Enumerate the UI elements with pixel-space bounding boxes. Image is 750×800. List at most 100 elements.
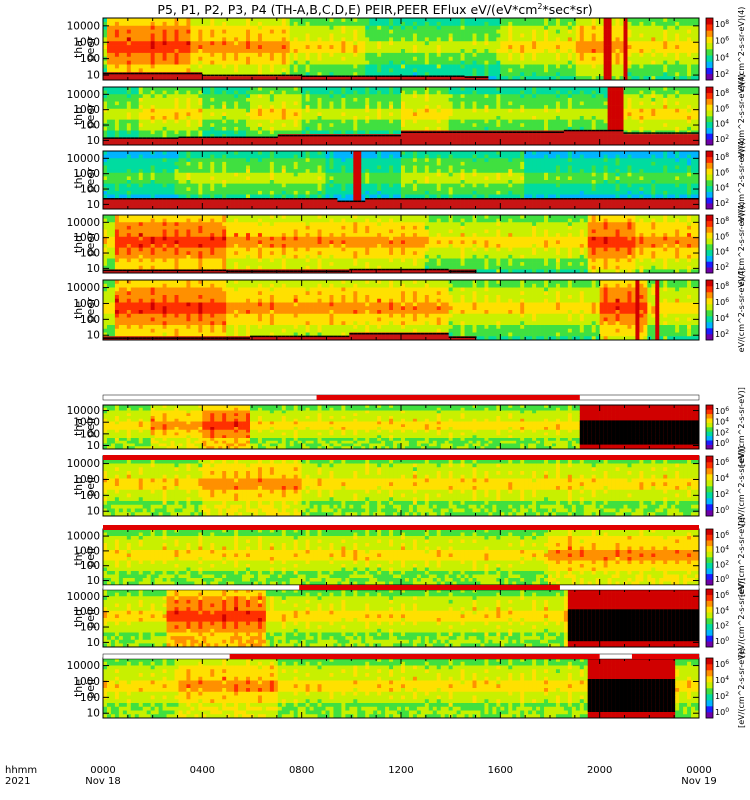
spectrogram-image	[103, 529, 699, 585]
y-tick-label: 1000	[73, 298, 100, 310]
y-tick-label: 1000	[73, 606, 100, 618]
y-tick-label: 100	[80, 314, 100, 326]
y-tick-label: 10	[87, 440, 100, 452]
colorbar-tick: 106	[715, 297, 729, 307]
y-tick-label: 1000	[73, 168, 100, 180]
colorbar-tick: 104	[715, 313, 729, 323]
y-tick-label: 10	[87, 330, 100, 342]
y-tick-label: 100	[80, 692, 100, 704]
panel-product-label: peir	[84, 475, 97, 497]
colorbar-unit-label: [eV/(cm^2-s-sr-eV)]	[737, 446, 746, 526]
x-row1-label: hhmm	[5, 765, 37, 776]
colorbar: 106 104 102 100 [eV/(cm^2-s-sr-eV)]	[705, 446, 746, 526]
panel-thc-peir: 10 100 1000 10000 thc peir 106 104 102 100 [eV/(cm…	[67, 517, 746, 597]
colorbar-tick: 102	[715, 134, 729, 144]
colorbar-tick: 102	[715, 198, 729, 208]
y-tick-label: 10000	[67, 217, 100, 229]
panel-tha-peer: 10 100 1000 10000 tha peer 108 106 104 102 eV/(cm^…	[67, 7, 746, 92]
panel-thb-peir: 10 100 1000 10000 thb peir 106 104 102 100 [eV/(cm…	[67, 446, 746, 526]
mode-bar	[103, 455, 699, 460]
colorbar: 108 106 104 102 eV/(cm^2-s-sr-eV)(4)	[705, 202, 746, 287]
y-tick-label: 10000	[67, 405, 100, 417]
colorbar: 108 106 104 102 eV/(cm^2-s-sr-eV)(4)	[705, 268, 746, 353]
colorbar-tick: 100	[715, 505, 729, 515]
spectrogram-image	[103, 215, 699, 273]
colorbar-unit-label: eV/(cm^2-s-sr-eV)(4)	[737, 202, 746, 287]
y-tick-label: 10000	[67, 531, 100, 543]
colorbar-tick: 106	[715, 530, 729, 540]
colorbar-tick: 100	[715, 438, 729, 448]
panel-probe-label: thd	[72, 235, 85, 253]
panel-probe-label: tha	[72, 418, 85, 436]
colorbar-unit-label: eV/(cm^2-s-sr-eV)(4)	[737, 138, 746, 223]
spectrogram-image	[103, 456, 699, 516]
panel-product-label: peir	[84, 607, 97, 629]
x-tick-date: Nov 19	[681, 776, 716, 787]
x-tick-label: 1600	[488, 765, 513, 776]
colorbar-tick: 104	[715, 545, 729, 555]
spectrogram-image	[103, 658, 699, 718]
y-tick-label: 100	[80, 428, 100, 440]
spectrogram-image	[103, 18, 699, 80]
y-tick-label: 10000	[67, 458, 100, 470]
colorbar-tick: 104	[715, 417, 729, 427]
colorbar-tick: 108	[715, 152, 729, 162]
y-tick-label: 1000	[73, 37, 100, 49]
y-tick-label: 10	[87, 70, 100, 82]
colorbar-tick: 108	[715, 281, 729, 291]
colorbar-tick: 104	[715, 119, 729, 129]
colorbar-tick: 104	[715, 183, 729, 193]
x-tick-label: 0800	[289, 765, 314, 776]
y-tick-label: 1000	[73, 676, 100, 688]
colorbar-tick: 106	[715, 457, 729, 467]
y-tick-label: 10000	[67, 591, 100, 603]
colorbar-tick: 102	[715, 427, 729, 437]
y-tick-label: 10	[87, 506, 100, 518]
panel-probe-label: thb	[72, 107, 85, 125]
colorbar-tick: 108	[715, 216, 729, 226]
y-tick-label: 1000	[73, 417, 100, 429]
panel-thd-peer: 10 100 1000 10000 thd peer 108 106 104 102 eV/(cm^…	[67, 202, 746, 287]
colorbar-unit-label: eV/(cm^2-s-sr-eV)(4)	[737, 268, 746, 353]
colorbar-tick: 100	[715, 636, 729, 646]
colorbar: 108 106 104 102 eV/(cm^2-s-sr-eV)(4)	[705, 7, 746, 92]
y-tick-label: 100	[80, 248, 100, 260]
panel-probe-label: the	[72, 679, 85, 697]
colorbar-tick: 102	[715, 621, 729, 631]
colorbar-tick: 104	[715, 675, 729, 685]
colorbar-unit-label: eV/(cm^2-s-sr-eV)(4)	[737, 7, 746, 92]
y-tick-label: 100	[80, 622, 100, 634]
x-tick-label: 0000	[686, 765, 711, 776]
y-tick-label: 100	[80, 53, 100, 65]
y-tick-label: 10000	[67, 660, 100, 672]
y-tick-label: 100	[80, 120, 100, 132]
spectrogram-image	[103, 151, 699, 209]
spectrogram-image	[103, 280, 699, 340]
colorbar: 106 104 102 100 [eV/(cm^2-s-sr-eV)]	[705, 517, 746, 597]
panel-product-label: peer	[84, 167, 97, 193]
y-tick-label: 10	[87, 637, 100, 649]
colorbar-tick: 102	[715, 559, 729, 569]
x-row2-label: 2021	[5, 776, 30, 787]
colorbar-tick: 100	[715, 707, 729, 717]
colorbar-unit-label: eV/(cm^2-s-sr-eV)(4)	[737, 74, 746, 159]
colorbar-unit-label: [eV/(cm^2-s-sr-eV)]	[737, 517, 746, 597]
colorbar-tick: 106	[715, 36, 729, 46]
colorbar-tick: 106	[715, 590, 729, 600]
x-tick-label: 0400	[190, 765, 215, 776]
colorbar-tick: 106	[715, 659, 729, 669]
colorbar-tick: 106	[715, 167, 729, 177]
colorbar-tick: 102	[715, 69, 729, 79]
panel-probe-label: thc	[72, 171, 85, 188]
colorbar-tick: 104	[715, 605, 729, 615]
y-tick-label: 1000	[73, 474, 100, 486]
colorbar-tick: 102	[715, 262, 729, 272]
x-tick-label: 0000	[90, 765, 115, 776]
colorbar-tick: 106	[715, 103, 729, 113]
panel-probe-label: thb	[72, 477, 85, 495]
x-tick-date: Nov 18	[85, 776, 120, 787]
panel-product-label: peir	[84, 677, 97, 699]
y-tick-label: 100	[80, 490, 100, 502]
